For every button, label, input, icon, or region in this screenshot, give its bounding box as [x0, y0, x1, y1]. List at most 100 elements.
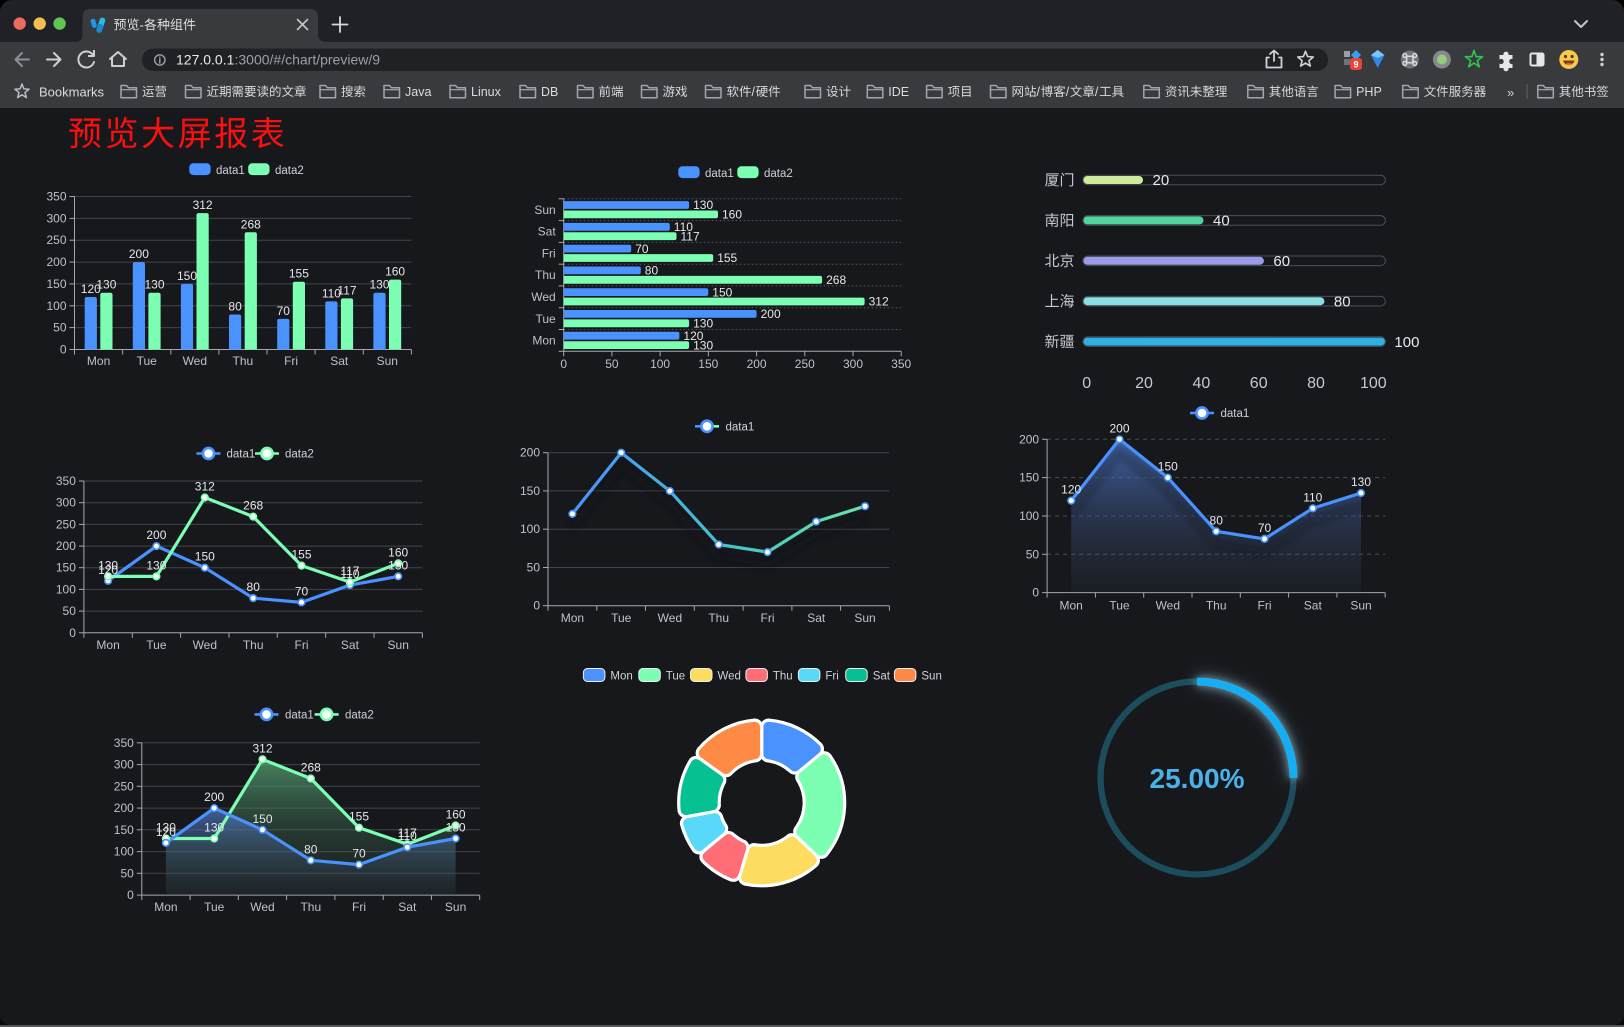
svg-text:Wed: Wed — [1156, 599, 1180, 613]
svg-text:Tue: Tue — [611, 611, 632, 625]
svg-text:150: 150 — [56, 561, 76, 575]
svg-text:150: 150 — [46, 277, 66, 291]
svg-text:130: 130 — [156, 821, 176, 835]
svg-text:200: 200 — [1019, 432, 1039, 446]
svg-text:data1: data1 — [705, 168, 734, 180]
svg-text:80: 80 — [304, 842, 318, 856]
svg-text:120: 120 — [1061, 483, 1081, 497]
svg-text:data1: data1 — [1221, 408, 1250, 420]
svg-text:350: 350 — [114, 736, 134, 750]
svg-text:127.0.0.1: 127.0.0.1 — [176, 52, 235, 68]
svg-text:Tue: Tue — [1109, 599, 1130, 613]
svg-text:200: 200 — [520, 446, 540, 460]
svg-text:312: 312 — [195, 480, 215, 494]
svg-text:250: 250 — [46, 233, 66, 247]
svg-text:9: 9 — [1353, 60, 1358, 70]
svg-text:Bookmarks: Bookmarks — [39, 85, 105, 100]
svg-text:Thu: Thu — [773, 671, 793, 683]
svg-text:80: 80 — [1334, 293, 1351, 310]
svg-text:130: 130 — [1351, 475, 1371, 489]
svg-text:Sat: Sat — [341, 638, 360, 652]
svg-text:Mon: Mon — [87, 354, 110, 368]
svg-text:50: 50 — [527, 561, 541, 575]
svg-text:350: 350 — [891, 357, 911, 371]
svg-text:80: 80 — [645, 264, 659, 278]
svg-text:Sun: Sun — [921, 671, 941, 683]
svg-text:150: 150 — [520, 484, 540, 498]
svg-text:PHP: PHP — [1356, 85, 1382, 99]
svg-text:Tue: Tue — [535, 312, 556, 326]
svg-text:Mon: Mon — [1060, 599, 1083, 613]
svg-text:100: 100 — [520, 522, 540, 536]
svg-text:100: 100 — [1360, 375, 1387, 392]
svg-text:155: 155 — [289, 267, 309, 281]
svg-text:40: 40 — [1193, 375, 1211, 392]
svg-text:80: 80 — [247, 580, 261, 594]
svg-text:155: 155 — [291, 548, 311, 562]
svg-text:IDE: IDE — [888, 85, 909, 99]
svg-text:70: 70 — [1258, 521, 1272, 535]
svg-text:0: 0 — [127, 888, 134, 902]
svg-text:200: 200 — [129, 247, 149, 261]
svg-text:Tue: Tue — [666, 671, 685, 683]
svg-text:300: 300 — [56, 496, 76, 510]
svg-text:300: 300 — [46, 211, 66, 225]
svg-text:Sat: Sat — [330, 354, 349, 368]
svg-text:Wed: Wed — [193, 638, 217, 652]
svg-text:0: 0 — [1082, 375, 1091, 392]
svg-text:110: 110 — [322, 286, 341, 300]
svg-text:Sat: Sat — [1304, 599, 1323, 613]
svg-text:20: 20 — [1135, 375, 1153, 392]
svg-text:200: 200 — [1109, 421, 1129, 435]
svg-text:Fri: Fri — [352, 900, 366, 914]
svg-text:150: 150 — [712, 285, 732, 299]
svg-text:150: 150 — [698, 357, 718, 371]
svg-text:data1: data1 — [216, 165, 245, 177]
svg-text:100: 100 — [1394, 334, 1419, 351]
svg-text:/: / — [1037, 85, 1041, 99]
svg-text:data1: data1 — [227, 449, 256, 461]
svg-text:50: 50 — [120, 866, 134, 880]
svg-text:130: 130 — [204, 821, 224, 835]
svg-text:130: 130 — [446, 821, 466, 835]
svg-text:Sat: Sat — [398, 900, 417, 914]
svg-text:117: 117 — [681, 229, 700, 243]
svg-text:Fri: Fri — [284, 354, 298, 368]
svg-text:130: 130 — [693, 338, 713, 352]
svg-text:200: 200 — [46, 255, 66, 269]
svg-text:120: 120 — [98, 563, 118, 577]
svg-text:50: 50 — [53, 321, 67, 335]
svg-text:data1: data1 — [726, 422, 755, 434]
svg-text:Fri: Fri — [825, 671, 838, 683]
svg-text:70: 70 — [635, 242, 649, 256]
svg-text:Tue: Tue — [146, 638, 167, 652]
svg-text:Mon: Mon — [532, 334, 555, 348]
svg-text:120: 120 — [156, 825, 176, 839]
svg-text:data2: data2 — [285, 449, 314, 461]
svg-text:-: - — [140, 17, 144, 32]
svg-text:Java: Java — [405, 85, 431, 99]
svg-text:200: 200 — [204, 790, 224, 804]
svg-text:130: 130 — [144, 278, 164, 292]
svg-text:110: 110 — [1303, 490, 1322, 504]
svg-text:155: 155 — [349, 810, 369, 824]
svg-text:Thu: Thu — [233, 354, 254, 368]
svg-text:200: 200 — [114, 801, 134, 815]
svg-text:/: / — [1066, 85, 1070, 99]
svg-text:130: 130 — [369, 278, 389, 292]
svg-text:268: 268 — [301, 761, 321, 775]
svg-text:0: 0 — [533, 599, 540, 613]
svg-text:312: 312 — [193, 198, 213, 212]
svg-text:312: 312 — [252, 741, 272, 755]
svg-text:60: 60 — [1250, 375, 1268, 392]
svg-text:150: 150 — [252, 812, 272, 826]
svg-text:110: 110 — [398, 829, 417, 843]
svg-text:Mon: Mon — [610, 671, 632, 683]
svg-text:25.00%: 25.00% — [1150, 763, 1245, 794]
svg-text:Wed: Wed — [250, 900, 274, 914]
svg-text:data2: data2 — [345, 710, 374, 722]
svg-text:150: 150 — [177, 269, 197, 283]
svg-text:50: 50 — [605, 357, 619, 371]
svg-text:120: 120 — [81, 282, 101, 296]
svg-text:130: 130 — [388, 558, 408, 572]
